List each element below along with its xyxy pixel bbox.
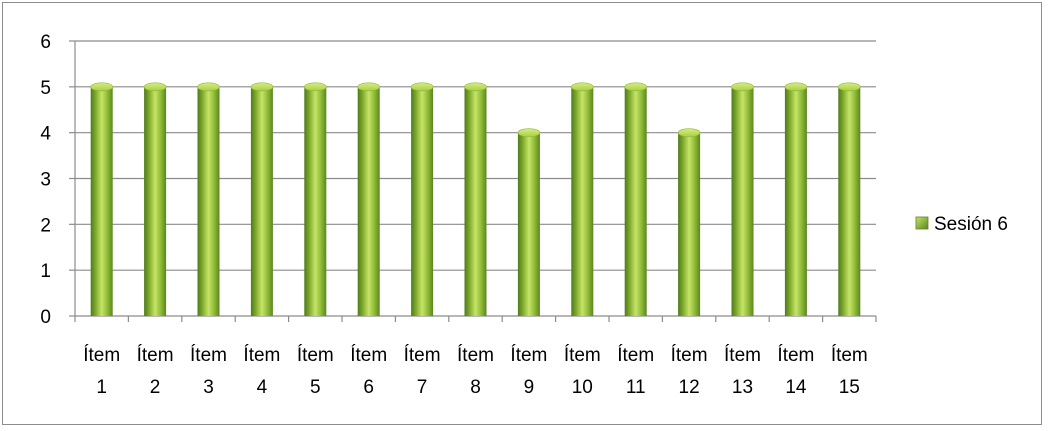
y-tick-label: 4 [40, 124, 51, 145]
x-tick-label: Ítem [617, 345, 654, 366]
x-tick-label: 5 [310, 377, 321, 398]
bar [197, 86, 220, 316]
legend: Sesión 6 [915, 214, 1008, 235]
x-tick-label: 6 [363, 377, 374, 398]
x-tick-label: Ítem [297, 345, 334, 366]
bar [304, 86, 327, 316]
y-tick-label: 5 [40, 78, 51, 99]
x-tick-label: 4 [257, 377, 268, 398]
x-tick-label: Ítem [777, 345, 814, 366]
x-tick-label: Ítem [457, 345, 494, 366]
bar [144, 86, 167, 316]
bar-cap [784, 82, 808, 92]
bar [678, 132, 701, 316]
x-tick-label: 7 [417, 377, 428, 398]
bar-cap [464, 82, 487, 92]
bar [90, 86, 113, 316]
bar-cap [731, 82, 754, 92]
y-tick-label: 6 [40, 32, 51, 53]
x-tick-label: 2 [150, 377, 161, 398]
y-tick-label: 1 [40, 261, 51, 282]
x-tick-label: 12 [679, 377, 700, 398]
x-tick-labels: Ítem 1 Ítem 2 Ítem 3 Ítem 4 Ítem 5 Ítem 6 Ítem 7 Ítem 8… [83, 345, 868, 398]
bar [624, 86, 647, 316]
x-tick-label: 13 [732, 377, 753, 398]
bar-cap [677, 128, 701, 137]
bar [784, 86, 807, 316]
x-tick-label: Ítem [564, 345, 601, 366]
bar-cap [90, 82, 113, 92]
x-tick-label: Ítem [243, 345, 280, 366]
x-tick-label: Ítem [831, 345, 868, 366]
x-tick-label: 3 [203, 377, 214, 398]
bar [731, 86, 754, 316]
bar [250, 86, 273, 316]
x-tick-label: 10 [572, 377, 593, 398]
bar-cap [143, 82, 167, 92]
bar-cap [624, 82, 648, 92]
bar-cap [837, 82, 861, 92]
bar [517, 132, 540, 316]
bar [411, 86, 434, 316]
bar [357, 86, 380, 316]
bar-cap [250, 82, 274, 92]
x-tick-label: Ítem [724, 345, 761, 366]
x-tick-label: 15 [839, 377, 860, 398]
x-tick-label: 14 [785, 377, 807, 398]
x-tick-label: 1 [96, 377, 107, 398]
bar [838, 86, 861, 316]
bar-cap [517, 128, 541, 137]
bars [90, 82, 861, 316]
x-tick-label: 11 [626, 377, 646, 398]
x-tick-label: Ítem [350, 345, 387, 366]
y-tick-label: 0 [40, 307, 51, 328]
bar-cap [357, 82, 381, 92]
bar-cap [197, 82, 220, 92]
x-tick-label: Ítem [137, 345, 174, 366]
x-tick-label: Ítem [671, 345, 708, 366]
bar [464, 86, 487, 316]
x-tick-label: 9 [524, 377, 535, 398]
x-tick-label: 8 [470, 377, 481, 398]
bar [571, 86, 594, 316]
x-tick-label: Ítem [510, 345, 547, 366]
bar-cap [410, 82, 434, 92]
y-tick-label: 3 [40, 170, 51, 191]
x-tick-label: Ítem [190, 345, 227, 366]
bar-cap [303, 82, 327, 92]
x-tick-label: Ítem [83, 345, 120, 366]
x-tick-label: Ítem [404, 345, 441, 366]
legend-label: Sesión 6 [934, 214, 1008, 235]
legend-swatch [915, 216, 929, 230]
y-tick-label: 2 [40, 215, 51, 236]
y-tick-labels: 0 1 2 3 4 5 6 [40, 32, 51, 328]
bar-cap [570, 82, 594, 92]
